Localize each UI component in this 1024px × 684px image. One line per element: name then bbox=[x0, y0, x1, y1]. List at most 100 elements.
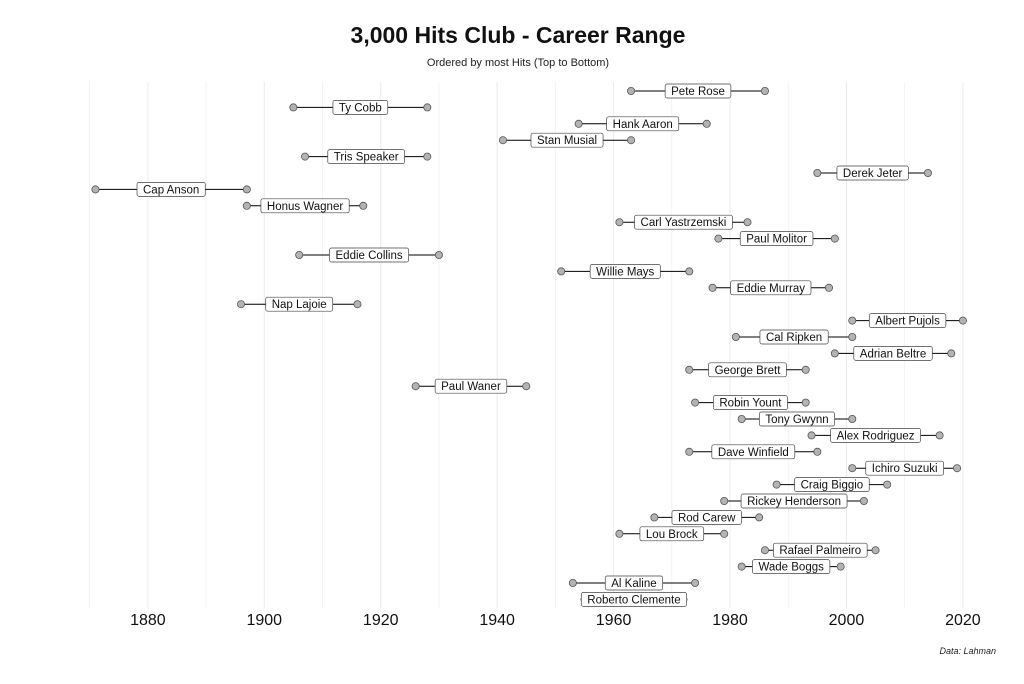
career-start-point bbox=[830, 349, 839, 358]
player-name-box bbox=[794, 477, 870, 492]
career-end-point bbox=[743, 218, 752, 227]
player-range: Cal Ripken bbox=[731, 329, 857, 345]
career-start-point bbox=[691, 398, 700, 407]
career-end-point bbox=[691, 579, 700, 588]
career-start-point bbox=[848, 464, 857, 473]
player-range: Wade Boggs bbox=[737, 559, 845, 574]
career-end-point bbox=[755, 513, 764, 522]
player-name-label: George Brett bbox=[715, 365, 782, 377]
player-name-box bbox=[836, 165, 909, 181]
career-end-point bbox=[627, 136, 636, 145]
career-start-point bbox=[714, 234, 723, 243]
player-range: Hank Aaron bbox=[574, 116, 711, 132]
player-name-label: Albert Pujols bbox=[875, 316, 940, 328]
player-name-box bbox=[740, 493, 848, 509]
x-tick-label: 2020 bbox=[945, 612, 981, 629]
player-range: Roberto Clemente bbox=[580, 592, 688, 607]
player-range: Eddie Collins bbox=[295, 247, 443, 263]
player-name-label: Hank Aaron bbox=[613, 119, 673, 131]
career-start-point bbox=[772, 480, 781, 489]
player-name-box bbox=[739, 231, 814, 246]
career-start-point bbox=[731, 332, 740, 341]
player-name-label: Rod Carew bbox=[678, 512, 736, 524]
player-name-label: Tony Gwynn bbox=[765, 414, 828, 426]
player-range: Tony Gwynn bbox=[737, 411, 857, 427]
career-end-point bbox=[702, 119, 711, 128]
player-name-box bbox=[136, 182, 206, 197]
career-end-point bbox=[359, 201, 368, 210]
player-name-box bbox=[772, 542, 868, 558]
player-range: Pete Rose bbox=[627, 83, 769, 99]
career-end-point bbox=[848, 332, 857, 341]
player-name-box bbox=[759, 329, 829, 345]
career-start-point bbox=[615, 218, 624, 227]
player-name-label: Cal Ripken bbox=[766, 332, 822, 344]
player-name-label: Roberto Clemente bbox=[587, 594, 680, 606]
player-range: Cap Anson bbox=[91, 182, 251, 197]
player-name-label: Nap Lajoie bbox=[272, 299, 327, 311]
career-end-point bbox=[953, 464, 962, 473]
career-start-point bbox=[557, 267, 566, 276]
career-end-point bbox=[871, 546, 880, 555]
player-name-label: Willie Mays bbox=[596, 266, 654, 278]
x-tick-label: 1880 bbox=[130, 612, 166, 629]
player-name-label: Eddie Collins bbox=[336, 250, 403, 262]
player-name-label: Ichiro Suzuki bbox=[872, 463, 938, 475]
career-start-point bbox=[568, 579, 577, 588]
player-range: Robin Yount bbox=[691, 395, 810, 410]
player-name-label: Cap Anson bbox=[143, 184, 199, 196]
career-end-point bbox=[434, 250, 443, 259]
player-name-label: Dave Winfield bbox=[718, 447, 789, 459]
chart-caption: Data: Lahman bbox=[939, 646, 996, 656]
career-end-point bbox=[947, 349, 956, 358]
career-start-point bbox=[813, 168, 822, 177]
player-name-label: Eddie Murray bbox=[737, 283, 806, 295]
player-range: Craig Biggio bbox=[772, 477, 892, 492]
player-range: Al Kaline bbox=[568, 575, 700, 591]
player-range: Alex Rodriguez bbox=[807, 428, 944, 443]
player-range: George Brett bbox=[685, 362, 810, 378]
x-tick-label: 1980 bbox=[712, 612, 748, 629]
career-start-point bbox=[737, 562, 746, 571]
player-range: Nap Lajoie bbox=[237, 296, 362, 312]
player-name-label: Lou Brock bbox=[646, 529, 698, 541]
player-name-label: Ty Cobb bbox=[339, 102, 382, 114]
x-tick-label: 1920 bbox=[363, 612, 399, 629]
player-name-box bbox=[639, 526, 705, 542]
grid-lines bbox=[89, 82, 964, 608]
player-range: Rafael Palmeiro bbox=[760, 542, 880, 558]
player-name-label: Honus Wagner bbox=[267, 201, 343, 213]
career-end-point bbox=[522, 382, 531, 391]
player-range: Stan Musial bbox=[498, 132, 636, 148]
player-name-box bbox=[634, 214, 733, 230]
chart-subtitle: Ordered by most Hits (Top to Bottom) bbox=[426, 57, 610, 69]
career-start-point bbox=[242, 201, 251, 210]
player-range: Rickey Henderson bbox=[720, 493, 868, 509]
career-end-point bbox=[824, 283, 833, 292]
career-end-point bbox=[720, 529, 729, 538]
career-start-point bbox=[737, 414, 746, 423]
career-start-point bbox=[91, 185, 100, 194]
player-range: Eddie Murray bbox=[708, 280, 833, 296]
x-axis: 1880 1900 1920 1940 1960 1980 2000 2020 bbox=[130, 612, 981, 629]
player-range: Derek Jeter bbox=[813, 165, 932, 181]
career-start-point bbox=[627, 87, 636, 96]
player-name-label: Robin Yount bbox=[719, 398, 782, 410]
career-start-point bbox=[237, 300, 246, 309]
player-range: Lou Brock bbox=[615, 526, 729, 542]
career-start-point bbox=[295, 250, 304, 259]
player-range: Carl Yastrzemski bbox=[615, 214, 752, 230]
player-name-box bbox=[434, 378, 508, 394]
career-start-point bbox=[650, 513, 659, 522]
player-name-label: Craig Biggio bbox=[801, 480, 864, 492]
player-range: Dave Winfield bbox=[685, 444, 822, 460]
career-end-point bbox=[353, 300, 362, 309]
player-name-box bbox=[758, 411, 835, 427]
player-name-label: Rickey Henderson bbox=[747, 496, 841, 508]
player-range: Paul Molitor bbox=[714, 231, 839, 246]
career-end-point bbox=[242, 185, 251, 194]
player-name-box bbox=[604, 575, 664, 591]
career-end-point bbox=[830, 234, 839, 243]
player-name-label: Paul Molitor bbox=[746, 234, 807, 246]
